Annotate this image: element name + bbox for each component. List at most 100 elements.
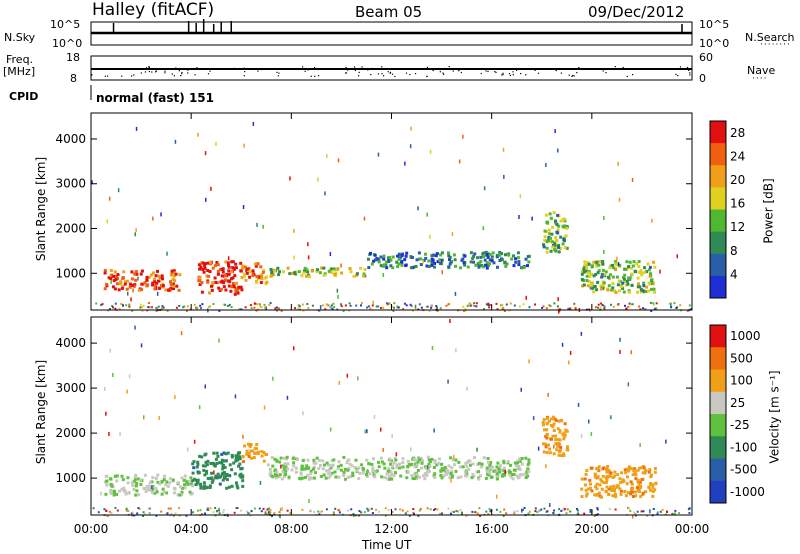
heatmap-cell — [226, 514, 229, 517]
heatmap-cell — [224, 303, 227, 306]
nave-point — [381, 66, 383, 68]
heatmap-cell — [637, 486, 641, 490]
heatmap-cell — [203, 484, 206, 488]
heatmap-cell — [148, 484, 152, 488]
heatmap-cell — [469, 463, 472, 467]
heatmap-cell — [661, 508, 664, 511]
heatmap-cell — [216, 454, 220, 458]
nave-point — [605, 72, 607, 74]
heatmap-cell — [398, 462, 402, 466]
heatmap-cell — [241, 484, 245, 488]
heatmap-cell — [155, 490, 159, 494]
heatmap-cell — [666, 510, 668, 513]
heatmap-cell — [248, 444, 252, 448]
heatmap-cell — [620, 471, 624, 475]
heatmap-cell — [233, 274, 237, 278]
heatmap-cell — [126, 481, 130, 485]
heatmap-cell — [394, 508, 397, 511]
heatmap-cell — [581, 284, 584, 288]
heatmap-cell — [511, 473, 515, 476]
heatmap-cell — [170, 271, 174, 275]
heatmap-cell — [178, 493, 182, 497]
heatmap-cell — [373, 414, 376, 419]
heatmap-cell — [611, 476, 615, 479]
heatmap-cell — [639, 269, 643, 272]
heatmap-cell — [268, 472, 272, 476]
heatmap-cell — [426, 470, 429, 474]
heatmap-cell — [543, 428, 546, 432]
heatmap-cell — [274, 307, 277, 310]
heatmap-cell — [534, 507, 537, 510]
heatmap-cell — [332, 267, 336, 271]
heatmap-cell — [588, 478, 592, 482]
heatmap-cell — [597, 306, 599, 309]
heatmap-cell — [514, 260, 518, 264]
heatmap-cell — [597, 303, 600, 306]
heatmap-cell — [450, 260, 453, 264]
heatmap-cell — [188, 490, 192, 494]
heatmap-cell — [236, 507, 239, 509]
colorbar-segment — [710, 369, 726, 393]
heatmap-cell — [191, 511, 194, 514]
heatmap-cell — [434, 254, 438, 258]
colorbar-tick-label: 25 — [730, 396, 745, 410]
heatmap-cell — [134, 325, 136, 330]
heatmap-cell — [384, 260, 388, 264]
heatmap-cell — [333, 273, 337, 277]
heatmap-cell — [542, 245, 546, 249]
heatmap-cell — [367, 509, 370, 512]
colorbar-segment — [710, 187, 726, 210]
heatmap-cell — [630, 272, 634, 276]
heatmap-cell — [348, 302, 351, 305]
heatmap-cell — [498, 259, 502, 262]
heatmap-cell — [155, 286, 158, 291]
heatmap-cell — [586, 284, 590, 288]
heatmap-cell — [629, 510, 632, 513]
heatmap-cell — [382, 264, 385, 268]
heatmap-cell — [556, 213, 560, 217]
heatmap-cell — [516, 476, 520, 480]
heatmap-cell — [201, 303, 204, 306]
date-title: 09/Dec/2012 — [588, 3, 685, 21]
heatmap-cell — [140, 269, 144, 273]
heatmap-cell — [157, 305, 160, 308]
heatmap-cell — [422, 259, 426, 262]
heatmap-cell — [417, 308, 420, 311]
heatmap-cell — [208, 484, 212, 488]
heatmap-cell — [602, 281, 606, 285]
heatmap-cell — [618, 197, 621, 202]
heatmap-cell — [126, 476, 130, 480]
nave-legend-dots: ···· — [752, 74, 768, 84]
heatmap-cell — [503, 310, 506, 312]
heatmap-cell — [324, 308, 327, 311]
nsearch-tick-bottom: 10^0 — [699, 37, 730, 50]
heatmap-cell — [644, 308, 647, 311]
heatmap-cell — [317, 458, 321, 462]
nave-point — [572, 74, 574, 77]
heatmap-cell — [185, 514, 188, 517]
heatmap-cell — [464, 461, 468, 465]
heatmap-cell — [604, 490, 608, 494]
heatmap-cell — [608, 273, 612, 277]
heatmap-cell — [412, 508, 415, 510]
heatmap-cell — [365, 473, 368, 477]
heatmap-cell — [433, 475, 437, 479]
heatmap-cell — [558, 429, 562, 433]
heatmap-cell — [279, 509, 282, 511]
heatmap-cell — [110, 512, 113, 515]
heatmap-cell — [246, 442, 250, 446]
heatmap-cell — [432, 253, 436, 257]
heatmap-cell — [545, 510, 548, 513]
heatmap-cell — [372, 259, 376, 263]
heatmap-cell — [236, 291, 240, 295]
heatmap-cell — [315, 456, 319, 460]
heatmap-cell — [330, 471, 334, 475]
heatmap-cell — [509, 302, 512, 305]
heatmap-cell — [284, 469, 288, 473]
heatmap-cell — [202, 468, 206, 472]
nave-point — [307, 69, 309, 71]
colorbar-tick-label: 500 — [730, 351, 753, 365]
heatmap-cell — [655, 302, 658, 305]
heatmap-cell — [607, 487, 611, 491]
heatmap-cell — [502, 147, 505, 152]
